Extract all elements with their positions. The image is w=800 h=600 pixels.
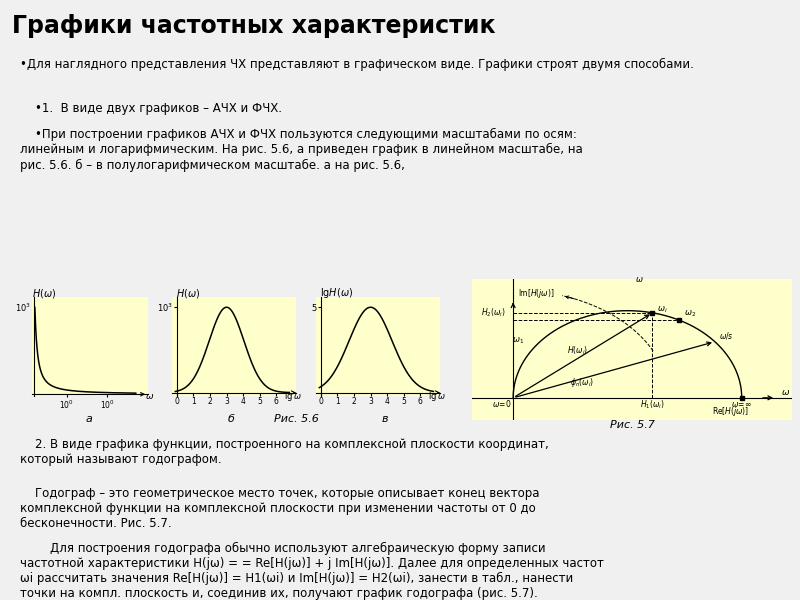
Text: б: б <box>227 413 234 424</box>
Text: $10^3$: $10^3$ <box>14 301 30 314</box>
Text: $H(\omega)$: $H(\omega)$ <box>176 287 200 299</box>
Text: $\omega_i$: $\omega_i$ <box>657 304 668 315</box>
Text: $\omega_2$: $\omega_2$ <box>684 308 696 319</box>
Text: Графики частотных характеристик: Графики частотных характеристик <box>12 13 495 37</box>
Text: в: в <box>382 413 388 424</box>
Text: $\omega$: $\omega$ <box>146 392 154 401</box>
Text: $\omega$: $\omega$ <box>781 388 790 397</box>
Text: Рис. 5.6: Рис. 5.6 <box>274 413 318 424</box>
Text: $\mathrm{lg}\,\omega$: $\mathrm{lg}\,\omega$ <box>284 391 302 403</box>
Text: $H_1(\omega_i)$: $H_1(\omega_i)$ <box>640 398 665 411</box>
Text: $H(\omega_i)$: $H(\omega_i)$ <box>566 345 588 358</box>
Text: $\omega_1$: $\omega_1$ <box>512 335 525 346</box>
Text: $\omega/s$: $\omega/s$ <box>719 330 734 341</box>
Text: $\phi_n(\omega_i)$: $\phi_n(\omega_i)$ <box>570 376 594 389</box>
Text: Для построения годографа обычно используют алгебраическую форму записи
частотной: Для построения годографа обычно использу… <box>20 542 604 600</box>
Text: $\mathrm{Im}[H(j\omega)]$: $\mathrm{Im}[H(j\omega)]$ <box>518 287 554 301</box>
Text: $\omega$: $\omega$ <box>634 275 643 284</box>
Text: $\omega\!=\!\infty$: $\omega\!=\!\infty$ <box>731 400 752 409</box>
Text: •При построении графиков АЧХ и ФЧХ пользуются следующими масштабами по осям:
лин: •При построении графиков АЧХ и ФЧХ польз… <box>20 128 582 172</box>
Text: •1.  В виде двух графиков – АЧХ и ФЧХ.: •1. В виде двух графиков – АЧХ и ФЧХ. <box>20 103 282 115</box>
Text: 2. В виде графика функции, построенного на комплексной плоскости координат,
кото: 2. В виде графика функции, построенного … <box>20 438 549 466</box>
Text: $\mathrm{Re}[H(j\omega)]$: $\mathrm{Re}[H(j\omega)]$ <box>712 404 749 418</box>
Text: $\mathrm{lg}H(\omega)$: $\mathrm{lg}H(\omega)$ <box>320 286 353 300</box>
Text: $\omega\!=\!0$: $\omega\!=\!0$ <box>492 398 511 409</box>
Text: Годограф – это геометрическое место точек, которые описывает конец вектора
компл: Годограф – это геометрическое место точе… <box>20 487 539 530</box>
Text: Рис. 5.7: Рис. 5.7 <box>610 419 654 430</box>
Text: а: а <box>86 413 92 424</box>
Text: $\mathrm{lg}\,\omega$: $\mathrm{lg}\,\omega$ <box>428 391 446 403</box>
Text: $H_2(\omega_i)$: $H_2(\omega_i)$ <box>482 307 506 319</box>
Text: $H(\omega)$: $H(\omega)$ <box>33 287 57 299</box>
Text: •Для наглядного представления ЧХ представляют в графическом виде. Графики строят: •Для наглядного представления ЧХ предста… <box>20 58 694 71</box>
